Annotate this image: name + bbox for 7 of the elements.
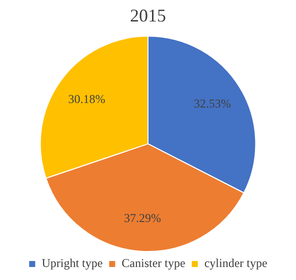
legend-label: cylinder type [204, 256, 268, 270]
data-label: 37.29% [124, 211, 161, 226]
legend-label: Upright type [42, 256, 103, 270]
legend-label: Canister type [122, 256, 186, 270]
chart-title: 2015 [130, 6, 166, 26]
data-label: 30.18% [68, 92, 106, 106]
data-label: 32.53% [194, 96, 231, 111]
